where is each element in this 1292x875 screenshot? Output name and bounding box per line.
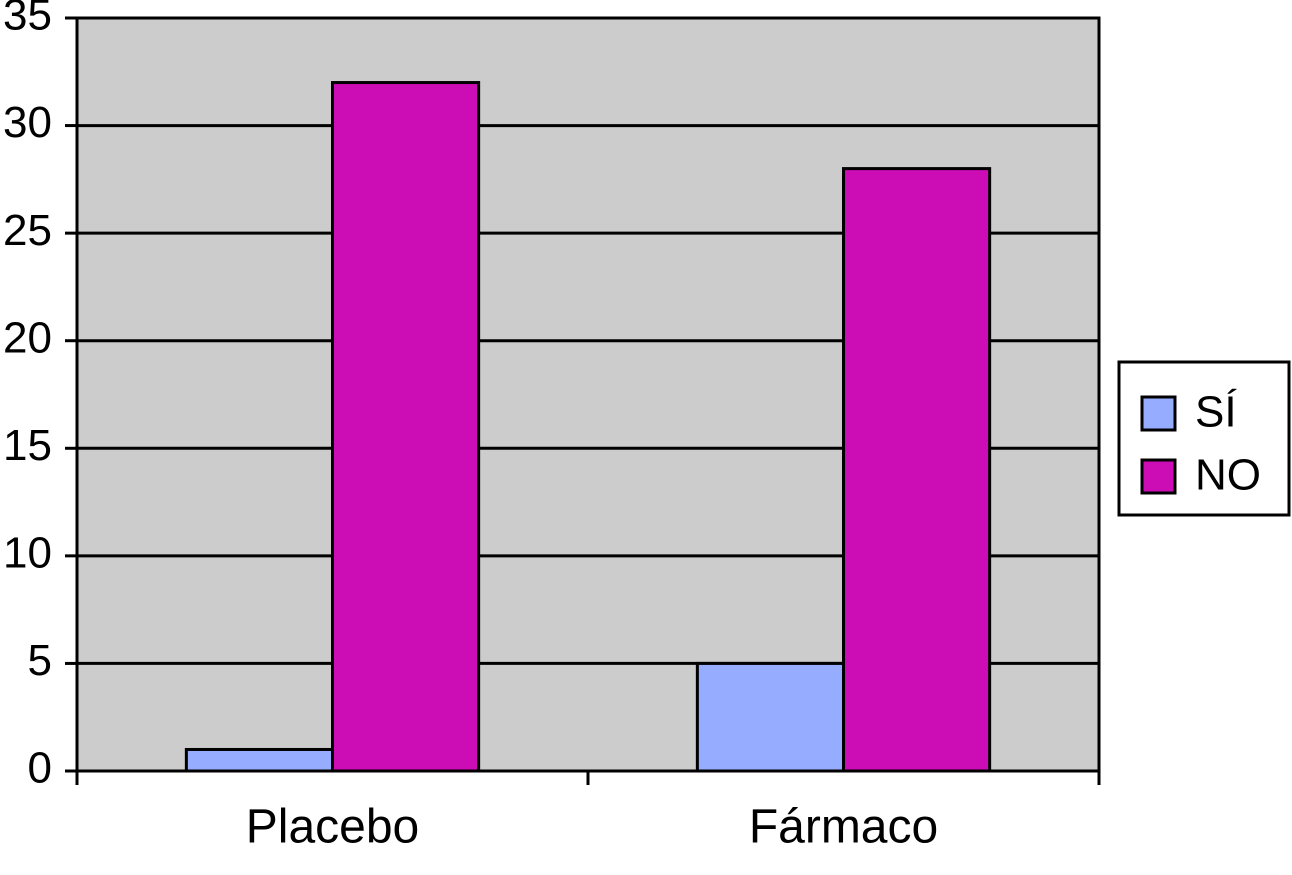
y-tick-label: 35 <box>3 0 52 40</box>
y-tick-label: 30 <box>3 98 52 147</box>
bar <box>184 747 334 773</box>
y-tick-label: 5 <box>28 636 52 685</box>
bar <box>695 661 845 773</box>
bar <box>842 167 992 773</box>
bar <box>331 81 481 773</box>
y-tick-label: 0 <box>28 744 52 793</box>
legend-label: SÍ <box>1195 388 1237 437</box>
legend-swatch <box>1140 395 1177 432</box>
legend-swatch <box>1140 458 1177 495</box>
y-tick-label: 10 <box>3 528 52 577</box>
y-tick-label: 20 <box>3 313 52 362</box>
legend-label: NO <box>1195 451 1261 500</box>
x-tick-label: Fármaco <box>749 801 938 854</box>
x-tick-label: Placebo <box>246 801 419 854</box>
y-tick-label: 25 <box>3 206 52 255</box>
y-tick-label: 15 <box>3 421 52 470</box>
